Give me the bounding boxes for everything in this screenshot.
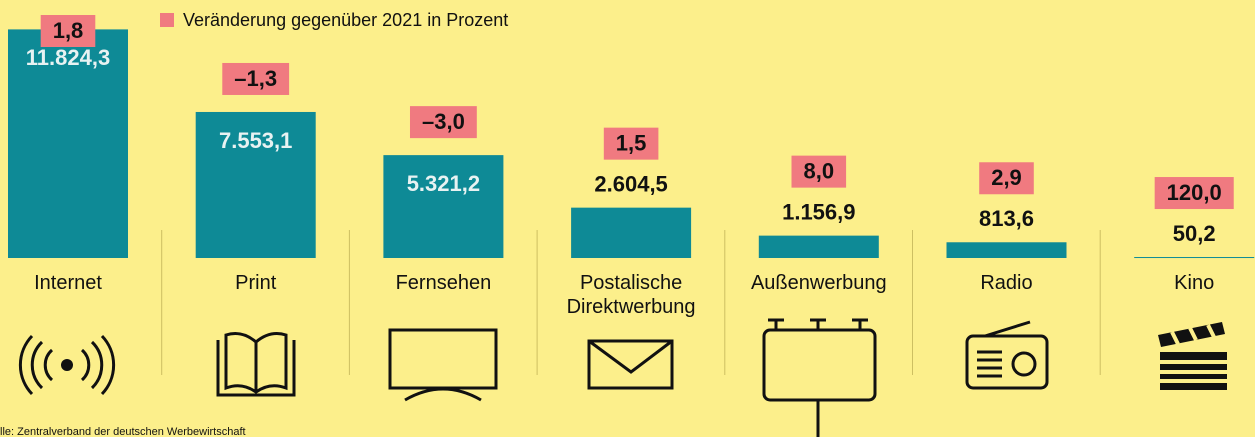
icon-tv <box>404 387 482 402</box>
change-label: 1,8 <box>53 18 84 43</box>
change-box <box>1154 177 1234 210</box>
source: lle: Zentralverband der deutschen Werbew… <box>0 426 246 437</box>
icon-radio <box>965 334 1049 390</box>
value-label: 5.321,2 <box>407 171 480 196</box>
bar <box>8 29 128 258</box>
change-group: 2,9 <box>979 162 1034 195</box>
icon-print <box>216 332 296 397</box>
value-label: 7.553,1 <box>219 128 292 153</box>
change-group: –1,3 <box>222 62 290 95</box>
bar <box>195 111 316 259</box>
icon-internet <box>18 334 116 396</box>
bar <box>1134 257 1255 259</box>
icon-internet <box>61 359 73 371</box>
category-label: Internet <box>34 272 102 294</box>
bar <box>383 155 504 258</box>
change-box <box>791 155 847 188</box>
change-label: –3,0 <box>422 109 465 134</box>
value-label: 2.604,5 <box>594 171 667 196</box>
change-group: 8,0 <box>791 155 847 188</box>
change-label: 1,5 <box>616 130 647 155</box>
icon-radio <box>977 320 1031 378</box>
bar <box>571 207 692 258</box>
icon-billboard <box>762 328 877 402</box>
icon-radio <box>1011 351 1037 377</box>
change-box <box>40 15 96 47</box>
category-label: Fernsehen <box>395 272 492 294</box>
value-label: 813,6 <box>979 206 1034 231</box>
category-label: Postalische Direktwerbung <box>566 272 696 318</box>
icons <box>18 318 1227 437</box>
change-label: 120,0 <box>1167 180 1222 205</box>
change-group: 1,8 <box>40 15 96 47</box>
bar <box>758 235 879 258</box>
category-label: Print <box>235 272 277 294</box>
icon-mail <box>588 339 673 374</box>
change-box <box>222 62 290 95</box>
change-group: 120,0 <box>1154 177 1234 210</box>
legend-label: Veränderung gegenüber 2021 in Prozent <box>183 10 508 30</box>
category-label: Radio <box>980 272 1033 294</box>
category-label: Außenwerbung <box>750 272 887 294</box>
change-label: 2,9 <box>991 165 1022 190</box>
category-label: Kino <box>1174 272 1215 294</box>
icon-mail <box>587 339 674 390</box>
value-label: 1.156,9 <box>782 199 855 224</box>
change-label: –1,3 <box>234 66 277 91</box>
icon-billboard <box>768 318 868 330</box>
icon-tv <box>388 328 498 390</box>
value-label: 50,2 <box>1173 221 1216 246</box>
bar <box>946 242 1067 258</box>
value-label: 11.824,3 <box>26 45 110 70</box>
legend-swatch <box>160 13 174 27</box>
change-box <box>603 127 659 160</box>
change-group: 1,5 <box>603 127 659 160</box>
change-group: –3,0 <box>409 106 477 139</box>
change-label: 8,0 <box>804 158 835 183</box>
icon-kino <box>1160 324 1227 383</box>
change-box <box>979 162 1034 195</box>
change-box <box>409 106 477 139</box>
